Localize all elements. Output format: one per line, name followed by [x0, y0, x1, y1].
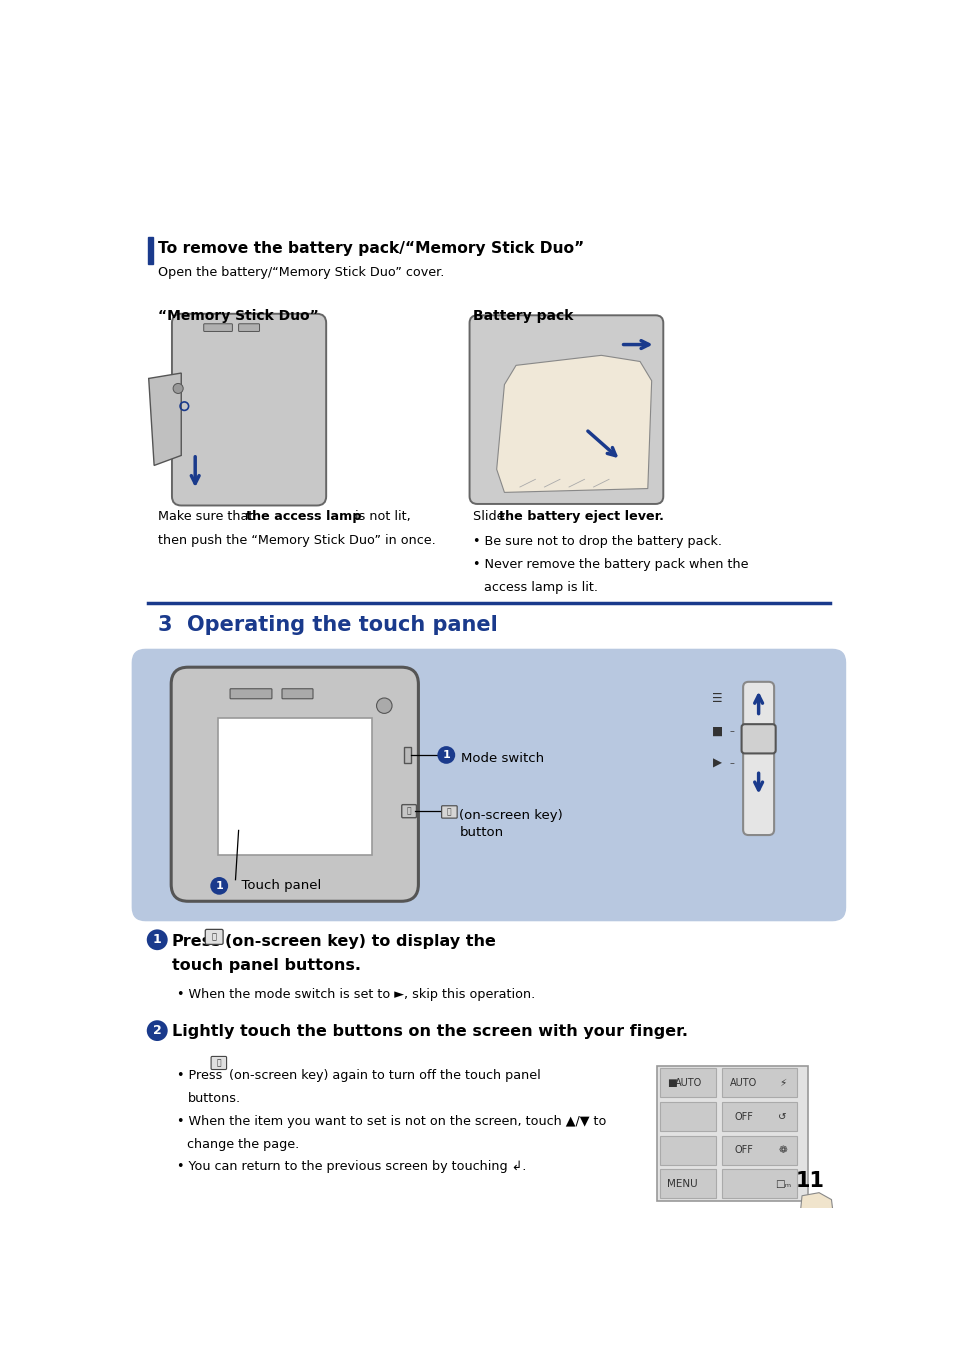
Text: 11: 11	[795, 1171, 823, 1191]
FancyBboxPatch shape	[721, 1102, 796, 1132]
FancyBboxPatch shape	[403, 746, 410, 764]
Text: ⬜: ⬜	[216, 1058, 221, 1068]
Text: touch panel buttons.: touch panel buttons.	[172, 958, 360, 973]
FancyBboxPatch shape	[217, 718, 372, 855]
FancyBboxPatch shape	[740, 725, 775, 753]
Text: Open the battery/“Memory Stick Duo” cover.: Open the battery/“Memory Stick Duo” cove…	[158, 266, 444, 280]
FancyBboxPatch shape	[441, 806, 456, 818]
Text: Press: Press	[172, 934, 221, 949]
Text: ■: ■	[666, 1077, 677, 1088]
FancyBboxPatch shape	[659, 1068, 716, 1098]
Text: Make sure that: Make sure that	[158, 510, 257, 522]
Text: ⬜: ⬜	[212, 932, 216, 942]
FancyBboxPatch shape	[721, 1170, 796, 1198]
Text: Battery pack: Battery pack	[473, 309, 573, 323]
Bar	[148, 236, 153, 263]
Text: • When the item you want to set is not on the screen, touch ▲/▼ to: • When the item you want to set is not o…	[176, 1114, 605, 1128]
Text: 1: 1	[442, 750, 450, 760]
Circle shape	[147, 930, 168, 950]
Text: then push the “Memory Stick Duo” in once.: then push the “Memory Stick Duo” in once…	[158, 535, 436, 547]
FancyBboxPatch shape	[132, 649, 845, 921]
Text: • Never remove the battery pack when the: • Never remove the battery pack when the	[473, 558, 748, 571]
FancyBboxPatch shape	[401, 805, 416, 818]
Text: the battery eject lever.: the battery eject lever.	[498, 510, 663, 522]
FancyBboxPatch shape	[238, 324, 259, 331]
FancyBboxPatch shape	[204, 324, 233, 331]
Text: Slide: Slide	[473, 510, 508, 522]
Text: change the page.: change the page.	[187, 1137, 299, 1151]
Polygon shape	[149, 373, 181, 465]
Text: ❁: ❁	[778, 1145, 786, 1155]
FancyBboxPatch shape	[205, 930, 223, 944]
Text: ↺: ↺	[778, 1111, 786, 1122]
FancyBboxPatch shape	[721, 1136, 796, 1164]
Text: ⚡: ⚡	[779, 1077, 785, 1088]
Text: –: –	[729, 726, 734, 735]
Polygon shape	[800, 1193, 834, 1236]
Text: ☰: ☰	[712, 692, 722, 706]
FancyBboxPatch shape	[171, 668, 418, 901]
Text: ■: ■	[711, 725, 722, 738]
Text: Lightly touch the buttons on the screen with your finger.: Lightly touch the buttons on the screen …	[172, 1025, 687, 1039]
Text: 3  Operating the touch panel: 3 Operating the touch panel	[158, 615, 497, 635]
FancyBboxPatch shape	[659, 1136, 716, 1164]
FancyBboxPatch shape	[721, 1068, 796, 1098]
Text: (on-screen key) again to turn off the touch panel: (on-screen key) again to turn off the to…	[229, 1069, 540, 1082]
Text: • Be sure not to drop the battery pack.: • Be sure not to drop the battery pack.	[473, 535, 721, 548]
FancyBboxPatch shape	[172, 313, 326, 506]
Text: Mode switch: Mode switch	[460, 752, 543, 765]
Text: 1: 1	[152, 934, 161, 946]
FancyBboxPatch shape	[469, 315, 662, 503]
Text: ⬜: ⬜	[406, 806, 411, 816]
Text: OFF: OFF	[734, 1145, 753, 1155]
Circle shape	[376, 697, 392, 714]
FancyBboxPatch shape	[659, 1170, 716, 1198]
Circle shape	[172, 384, 183, 394]
Text: buttons.: buttons.	[187, 1092, 240, 1105]
Text: □ₘ: □ₘ	[774, 1179, 790, 1189]
Text: 1: 1	[215, 881, 223, 890]
Text: –: –	[729, 759, 734, 768]
Circle shape	[147, 1020, 168, 1041]
Circle shape	[436, 746, 455, 764]
Text: Touch panel: Touch panel	[233, 879, 321, 893]
Text: AUTO: AUTO	[675, 1077, 701, 1088]
FancyBboxPatch shape	[282, 689, 313, 699]
Text: access lamp is lit.: access lamp is lit.	[484, 581, 598, 594]
Text: 2: 2	[152, 1025, 161, 1037]
Text: • You can return to the previous screen by touching ↲.: • You can return to the previous screen …	[176, 1160, 525, 1172]
Text: ▶: ▶	[712, 757, 721, 769]
FancyBboxPatch shape	[211, 1057, 227, 1069]
Text: OFF: OFF	[734, 1111, 753, 1122]
FancyBboxPatch shape	[657, 1067, 807, 1201]
FancyBboxPatch shape	[230, 689, 272, 699]
Text: ⬜: ⬜	[447, 807, 451, 817]
Text: To remove the battery pack/“Memory Stick Duo”: To remove the battery pack/“Memory Stick…	[158, 240, 583, 255]
Text: • When the mode switch is set to ►, skip this operation.: • When the mode switch is set to ►, skip…	[176, 988, 535, 1001]
Text: “Memory Stick Duo”: “Memory Stick Duo”	[158, 309, 318, 323]
Circle shape	[210, 877, 228, 894]
Text: (on-screen key) to display the: (on-screen key) to display the	[224, 934, 495, 949]
Text: is not lit,: is not lit,	[351, 510, 411, 522]
Text: (on-screen key)
button: (on-screen key) button	[459, 809, 562, 839]
Text: • Press: • Press	[176, 1069, 222, 1082]
Text: the access lamp: the access lamp	[246, 510, 361, 522]
FancyBboxPatch shape	[742, 681, 773, 835]
Text: MENU: MENU	[666, 1179, 697, 1189]
Polygon shape	[497, 356, 651, 493]
Text: AUTO: AUTO	[729, 1077, 757, 1088]
FancyBboxPatch shape	[659, 1102, 716, 1132]
